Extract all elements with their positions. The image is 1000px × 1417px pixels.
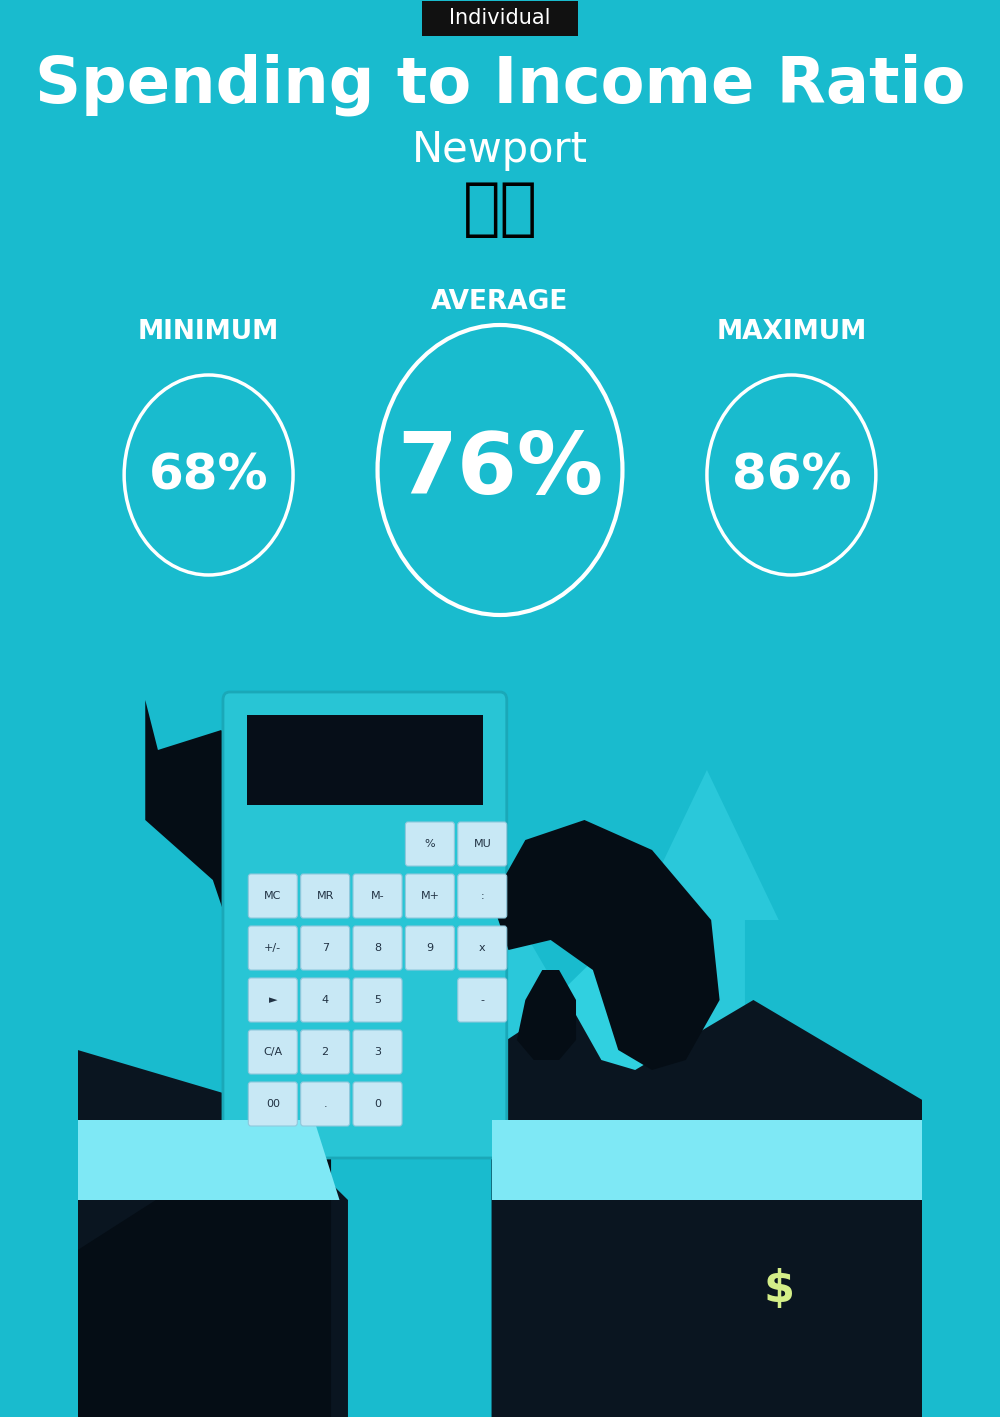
Text: C/A: C/A xyxy=(263,1047,282,1057)
Text: MINIMUM: MINIMUM xyxy=(138,319,279,344)
Text: 86%: 86% xyxy=(732,451,851,499)
Polygon shape xyxy=(78,1050,348,1417)
FancyBboxPatch shape xyxy=(223,691,507,1158)
Polygon shape xyxy=(628,1270,728,1357)
Text: AVERAGE: AVERAGE xyxy=(431,289,569,315)
FancyBboxPatch shape xyxy=(248,1030,297,1074)
FancyBboxPatch shape xyxy=(248,925,297,971)
Text: MAXIMUM: MAXIMUM xyxy=(716,319,867,344)
Polygon shape xyxy=(652,959,686,1010)
FancyBboxPatch shape xyxy=(353,874,402,918)
FancyBboxPatch shape xyxy=(353,1030,402,1074)
FancyBboxPatch shape xyxy=(301,925,350,971)
Polygon shape xyxy=(78,700,331,1417)
Ellipse shape xyxy=(709,1229,760,1292)
Polygon shape xyxy=(633,1270,728,1362)
Polygon shape xyxy=(576,1161,589,1250)
Ellipse shape xyxy=(703,1185,855,1374)
Text: 4: 4 xyxy=(322,995,329,1005)
Text: 76%: 76% xyxy=(397,428,603,512)
Text: MU: MU xyxy=(473,839,491,849)
FancyBboxPatch shape xyxy=(405,925,454,971)
FancyBboxPatch shape xyxy=(301,1030,350,1074)
FancyBboxPatch shape xyxy=(353,925,402,971)
Polygon shape xyxy=(78,1119,340,1200)
Text: 2: 2 xyxy=(322,1047,329,1057)
Polygon shape xyxy=(492,1000,922,1417)
Polygon shape xyxy=(635,1161,648,1250)
FancyBboxPatch shape xyxy=(458,978,507,1022)
Text: MR: MR xyxy=(316,891,334,901)
FancyBboxPatch shape xyxy=(248,874,297,918)
FancyBboxPatch shape xyxy=(422,0,578,35)
Text: 68%: 68% xyxy=(149,451,268,499)
Text: Newport: Newport xyxy=(412,129,588,171)
Polygon shape xyxy=(407,890,593,1050)
Polygon shape xyxy=(711,1204,758,1299)
Text: 0: 0 xyxy=(374,1100,381,1110)
Polygon shape xyxy=(631,1270,728,1360)
Polygon shape xyxy=(753,1195,804,1220)
Text: -: - xyxy=(480,995,484,1005)
FancyBboxPatch shape xyxy=(405,822,454,866)
Polygon shape xyxy=(508,1060,720,1250)
Polygon shape xyxy=(572,1155,652,1250)
FancyBboxPatch shape xyxy=(301,978,350,1022)
Polygon shape xyxy=(623,1270,728,1355)
Text: 🇬🇧: 🇬🇧 xyxy=(463,180,538,239)
Text: $: $ xyxy=(763,1268,794,1312)
Text: MC: MC xyxy=(264,891,281,901)
Polygon shape xyxy=(513,1090,563,1141)
Polygon shape xyxy=(517,971,576,1060)
FancyBboxPatch shape xyxy=(301,1083,350,1127)
Polygon shape xyxy=(626,1270,728,1356)
Text: x: x xyxy=(479,942,486,954)
Text: 3: 3 xyxy=(374,1047,381,1057)
Text: 5: 5 xyxy=(374,995,381,1005)
Polygon shape xyxy=(492,1119,922,1200)
FancyBboxPatch shape xyxy=(458,822,507,866)
FancyBboxPatch shape xyxy=(247,716,483,805)
Text: .: . xyxy=(323,1100,327,1110)
Text: 8: 8 xyxy=(374,942,381,954)
Polygon shape xyxy=(635,769,779,1417)
Text: 00: 00 xyxy=(266,1100,280,1110)
FancyBboxPatch shape xyxy=(248,978,297,1022)
FancyBboxPatch shape xyxy=(353,978,402,1022)
Polygon shape xyxy=(621,1270,728,1352)
FancyBboxPatch shape xyxy=(458,925,507,971)
FancyBboxPatch shape xyxy=(405,874,454,918)
Text: %: % xyxy=(425,839,435,849)
Text: M-: M- xyxy=(371,891,384,901)
Polygon shape xyxy=(636,1270,728,1365)
Text: 7: 7 xyxy=(322,942,329,954)
FancyBboxPatch shape xyxy=(301,874,350,918)
Polygon shape xyxy=(327,820,572,1050)
FancyBboxPatch shape xyxy=(458,874,507,918)
Text: 9: 9 xyxy=(426,942,433,954)
Text: M+: M+ xyxy=(420,891,439,901)
FancyBboxPatch shape xyxy=(248,1083,297,1127)
Text: :: : xyxy=(480,891,484,901)
Text: ►: ► xyxy=(269,995,277,1005)
Polygon shape xyxy=(492,939,736,1060)
Text: Individual: Individual xyxy=(449,9,551,28)
Polygon shape xyxy=(492,820,720,1070)
Polygon shape xyxy=(618,1270,728,1350)
Text: +/-: +/- xyxy=(264,942,281,954)
Text: Spending to Income Ratio: Spending to Income Ratio xyxy=(35,54,965,116)
FancyBboxPatch shape xyxy=(353,1083,402,1127)
